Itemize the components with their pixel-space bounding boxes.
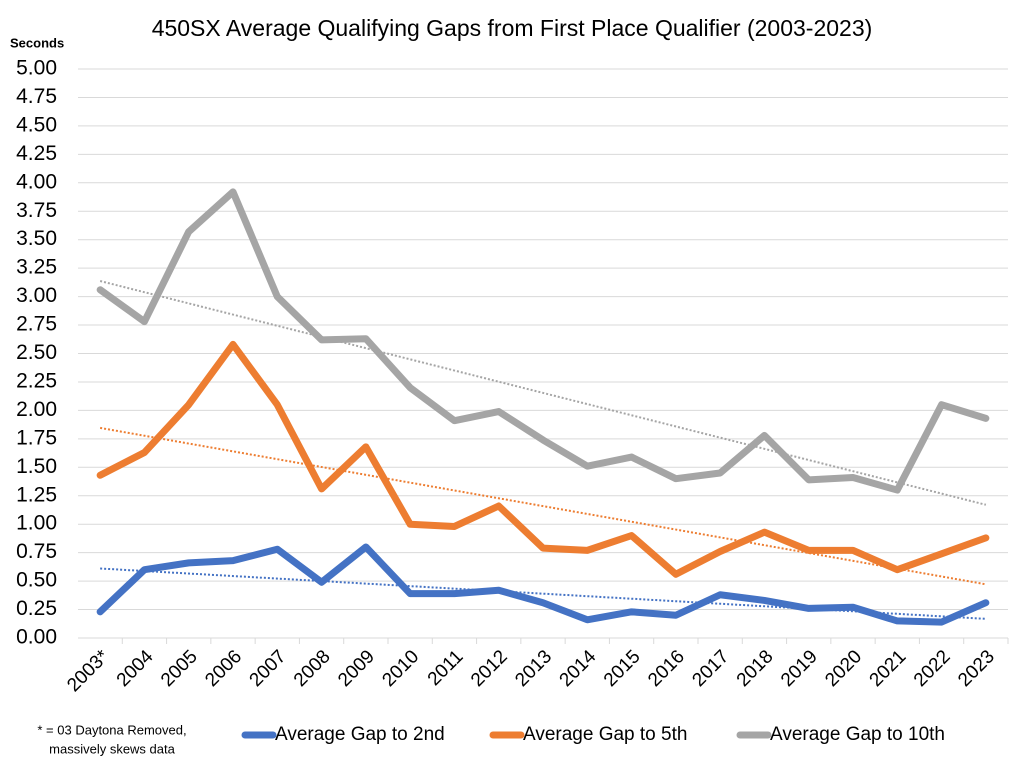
y-tick-label: 4.25 bbox=[16, 142, 57, 165]
y-tick-label: 5.00 bbox=[16, 57, 57, 80]
trendline bbox=[99, 426, 987, 586]
y-tick-label: 1.50 bbox=[16, 455, 57, 478]
y-axis-label: Seconds bbox=[10, 35, 64, 50]
x-tick-label: 2016 bbox=[644, 646, 689, 691]
y-tick-label: 1.25 bbox=[16, 483, 57, 506]
trendline bbox=[100, 567, 986, 620]
y-tick-label: 1.75 bbox=[16, 426, 57, 449]
x-tick-label: 2013 bbox=[511, 646, 556, 691]
y-tick-label: 3.75 bbox=[16, 199, 57, 222]
y-tick-label: 2.00 bbox=[16, 398, 57, 421]
x-tick-label: 2010 bbox=[378, 646, 423, 691]
legend-label: Average Gap to 2nd bbox=[275, 724, 445, 745]
legend-label: Average Gap to 5th bbox=[523, 724, 687, 745]
x-tick-label: 2022 bbox=[910, 646, 955, 691]
y-tick-label: 3.50 bbox=[16, 227, 57, 250]
x-tick-label: 2023 bbox=[954, 646, 999, 691]
trendline bbox=[99, 280, 987, 506]
x-tick-label: 2008 bbox=[290, 646, 335, 691]
y-tick-label: 0.25 bbox=[16, 597, 57, 620]
x-tick-label: 2003* bbox=[63, 646, 113, 696]
x-tick-label: 2004 bbox=[113, 646, 158, 691]
x-tick-label: 2019 bbox=[777, 646, 822, 691]
series-line bbox=[96, 340, 990, 578]
x-tick-label: 2021 bbox=[866, 646, 911, 691]
y-tick-label: 3.00 bbox=[16, 284, 57, 307]
x-tick-label: 2020 bbox=[821, 646, 866, 691]
x-tick-label: 2017 bbox=[688, 646, 733, 691]
y-tick-label: 4.00 bbox=[16, 170, 57, 193]
y-tick-label: 2.75 bbox=[16, 313, 57, 336]
y-tick-label: 0.50 bbox=[16, 569, 57, 592]
x-tick-label: 2015 bbox=[600, 646, 645, 691]
footnote: * = 03 Daytona Removed, bbox=[37, 722, 186, 737]
legend-label: Average Gap to 10th bbox=[770, 724, 945, 745]
x-tick-label: 2012 bbox=[467, 646, 512, 691]
x-tick-label: 2006 bbox=[201, 646, 246, 691]
y-tick-label: 0.75 bbox=[16, 540, 57, 563]
y-tick-label: 0.00 bbox=[16, 626, 57, 649]
x-tick-label: 2009 bbox=[334, 646, 379, 691]
x-tick-label: 2005 bbox=[157, 646, 202, 691]
x-tick-label: 2018 bbox=[733, 646, 778, 691]
chart-title: 450SX Average Qualifying Gaps from First… bbox=[152, 15, 873, 41]
x-tick-label: 2007 bbox=[246, 646, 291, 691]
footnote: massively skews data bbox=[49, 741, 175, 756]
y-tick-label: 1.00 bbox=[16, 512, 57, 535]
y-tick-label: 2.50 bbox=[16, 341, 57, 364]
y-tick-label: 4.50 bbox=[16, 113, 57, 136]
series-line bbox=[96, 543, 990, 626]
x-tick-label: 2014 bbox=[556, 646, 601, 691]
series-line bbox=[96, 188, 990, 494]
y-tick-label: 3.25 bbox=[16, 256, 57, 279]
x-tick-label: 2011 bbox=[424, 646, 468, 690]
y-tick-label: 2.25 bbox=[16, 369, 57, 392]
y-tick-label: 4.75 bbox=[16, 85, 57, 108]
